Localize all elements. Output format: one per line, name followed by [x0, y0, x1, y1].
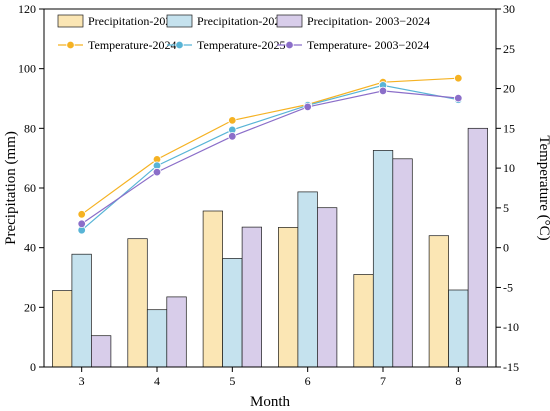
y-axis-left-title: Precipitation (mm) — [3, 131, 19, 245]
x-tick-label: 3 — [79, 374, 85, 388]
temperature-point-3-3 — [77, 219, 86, 228]
left-tick-label: 0 — [30, 360, 36, 374]
legend-label-line-1: Temperature-2024 — [88, 38, 176, 52]
bar-1-5 — [202, 210, 223, 368]
bar-2-7 — [372, 150, 394, 368]
bar-2-3 — [71, 253, 92, 368]
bar-3-7 — [392, 158, 413, 368]
temperature-point-3-5 — [228, 132, 237, 141]
left-tick-label: 100 — [18, 62, 36, 76]
bar-2-6 — [297, 191, 318, 368]
legend-swatch-bar-2 — [166, 14, 193, 28]
temperature-line-2 — [81, 84, 459, 231]
temperature-point-3-6 — [303, 102, 312, 112]
legend-swatch-bar-1 — [57, 14, 84, 28]
bar-2-5 — [222, 258, 243, 368]
left-tick-label: 40 — [24, 241, 36, 255]
right-tick-label: 10 — [503, 161, 515, 175]
right-tick-label: 25 — [503, 42, 515, 56]
bar-3-8 — [467, 127, 488, 368]
right-tick-label: -10 — [503, 320, 519, 334]
bar-3-3 — [91, 335, 112, 368]
temperature-point-3-4 — [152, 167, 162, 177]
left-axis: 0 20 40 60 80 100 120 — [18, 2, 44, 374]
bar-3-4 — [166, 296, 187, 368]
right-axis: -15 -10 -5 0 5 10 15 20 25 30 — [496, 2, 519, 374]
temperature-point-1-5 — [228, 116, 237, 125]
legend-label-bar-1: Precipitation-2024 — [88, 14, 177, 28]
left-tick-label: 20 — [24, 300, 36, 314]
x-tick-label: 6 — [305, 374, 311, 388]
right-tick-label: 0 — [503, 241, 509, 255]
legend-label-bar-2: Precipitation-2025 — [197, 14, 286, 28]
bar-1-3 — [52, 290, 73, 368]
temperature-point-1-8 — [454, 73, 463, 83]
bar-1-8 — [428, 235, 449, 368]
legend-marker-2 — [175, 40, 184, 50]
bar-1-4 — [127, 238, 148, 368]
legend-marker-3 — [285, 40, 294, 50]
right-tick-label: 5 — [503, 201, 509, 215]
x-tick-label: 5 — [229, 374, 235, 388]
bar-3-5 — [241, 226, 262, 368]
right-tick-label: -5 — [503, 280, 513, 294]
x-tick-label: 8 — [455, 374, 461, 388]
bar-1-6 — [278, 227, 299, 368]
temperature-line-1 — [81, 77, 459, 215]
legend-label-line-2: Temperature-2025 — [197, 38, 285, 52]
legend: Precipitation-2024 Precipitation-2025 Prec… — [57, 14, 430, 52]
right-tick-label: 30 — [503, 2, 515, 16]
left-tick-label: 80 — [24, 121, 36, 135]
right-tick-label: -15 — [503, 360, 519, 374]
legend-marker-1 — [66, 40, 75, 50]
right-tick-label: 20 — [503, 82, 515, 96]
y-axis-right-title: Temperature (°C) — [536, 135, 550, 240]
bar-2-4 — [146, 309, 168, 368]
x-axis: 3 4 5 6 7 8 — [79, 367, 461, 388]
bar-1-7 — [353, 274, 374, 368]
bar-2-8 — [448, 289, 469, 368]
temperature-point-3-7 — [378, 86, 388, 96]
bar-3-6 — [317, 207, 338, 368]
temperature-point-3-8 — [454, 93, 463, 103]
legend-label-bar-3: Precipitation- 2003−2024 — [307, 14, 430, 28]
x-axis-title: Month — [250, 394, 291, 410]
plot-frame — [43, 8, 497, 368]
temperature-line-3 — [81, 90, 459, 225]
temperature-point-1-3 — [77, 210, 86, 219]
legend-swatch-bar-3 — [276, 14, 303, 28]
x-tick-label: 4 — [154, 374, 160, 388]
left-tick-label: 120 — [18, 2, 36, 16]
bars-layer — [52, 127, 488, 368]
left-tick-label: 60 — [24, 181, 36, 195]
right-tick-label: 15 — [503, 121, 515, 135]
legend-label-line-3: Temperature- 2003−2024 — [307, 38, 429, 52]
x-tick-label: 7 — [380, 374, 386, 388]
lines-layer — [77, 73, 463, 235]
